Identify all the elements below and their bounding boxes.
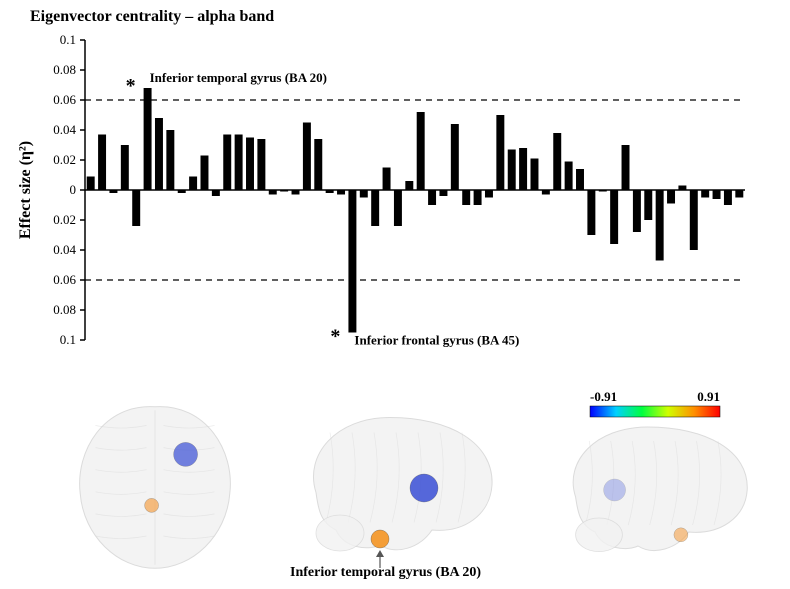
svg-text:Effect size (η²): Effect size (η²): [17, 141, 34, 239]
svg-text:Inferior temporal gyrus (BA 20: Inferior temporal gyrus (BA 20): [150, 70, 327, 85]
svg-text:0.06: 0.06: [53, 272, 76, 287]
svg-text:0.06: 0.06: [53, 92, 76, 107]
bar-chart: 0.1 0.08 0.06 0.04 0.02 0 0.02 0.04 0.06 0.08 0.1 E…: [0, 0, 790, 360]
brain-lateral: [300, 410, 500, 570]
brain-lateral-right: [560, 420, 755, 570]
cb-min: -0.91: [590, 389, 617, 404]
svg-text:0: 0: [70, 182, 77, 197]
svg-text:*: *: [330, 326, 340, 348]
brain-label-itg: Inferior temporal gyrus (BA 20): [290, 565, 481, 581]
svg-text:0.04: 0.04: [53, 122, 76, 137]
svg-text:0.02: 0.02: [53, 152, 76, 167]
svg-text:0.08: 0.08: [53, 62, 76, 77]
svg-text:0.08: 0.08: [53, 302, 76, 317]
svg-text:0.02: 0.02: [53, 212, 76, 227]
svg-text:0.1: 0.1: [60, 32, 76, 47]
colorbar: -0.91 0.91: [580, 388, 750, 423]
svg-text:0.04: 0.04: [53, 242, 76, 257]
brain-axial: [70, 400, 240, 575]
svg-text:*: *: [126, 75, 136, 97]
svg-text:0.1: 0.1: [60, 332, 76, 347]
svg-text:Inferior frontal gyrus (BA 45): Inferior frontal gyrus (BA 45): [354, 333, 519, 348]
cb-max: 0.91: [697, 389, 720, 404]
